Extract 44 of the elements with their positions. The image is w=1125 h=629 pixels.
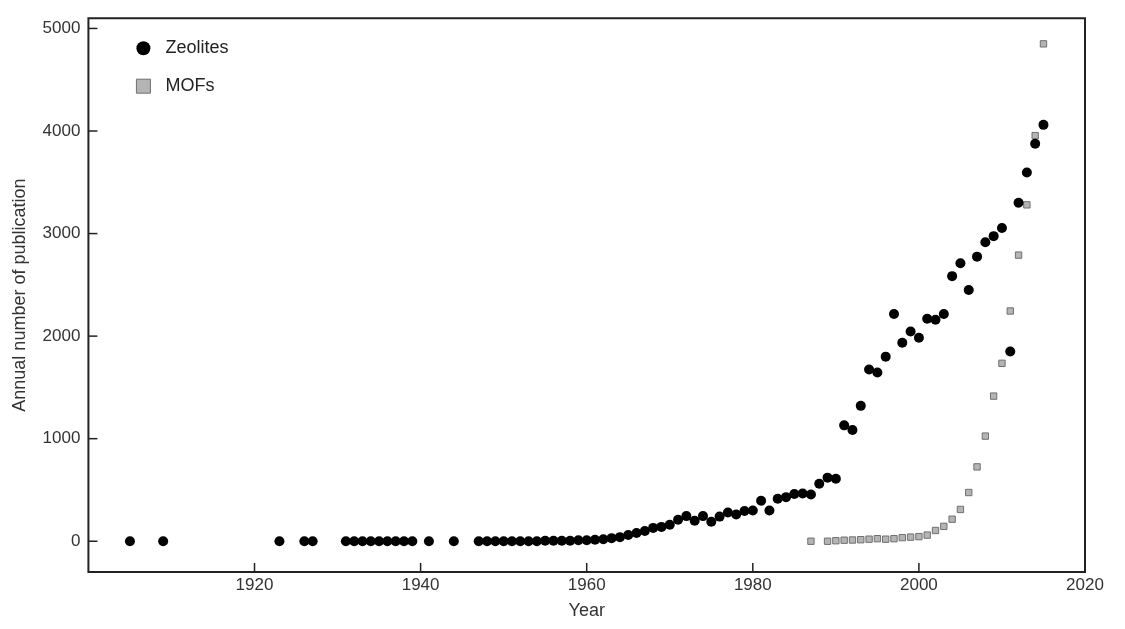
y-tick-label: 4000: [42, 120, 81, 140]
point: [956, 505, 965, 514]
point: [940, 522, 948, 531]
point: [948, 515, 956, 523]
point: [973, 463, 981, 471]
point: [807, 537, 815, 545]
point: [857, 536, 865, 544]
point: [981, 432, 990, 440]
point: [823, 537, 832, 545]
x-tick-label: 2020: [1066, 574, 1104, 594]
y-axis-title: Annual number of publication: [8, 178, 29, 412]
y-tick-label: 2000: [42, 325, 81, 345]
point: [998, 359, 1006, 367]
y-tick-label: 3000: [42, 223, 81, 243]
point: [931, 526, 940, 535]
point: [1031, 131, 1039, 140]
legend-label: Zeolites: [165, 37, 229, 58]
point: [989, 392, 998, 400]
point: [906, 533, 915, 541]
legend-label: MOFs: [165, 75, 215, 96]
x-axis-title: Year: [568, 600, 605, 621]
point: [848, 536, 857, 544]
point: [882, 535, 890, 543]
point: [1023, 201, 1031, 209]
x-tick-label: 1960: [567, 574, 606, 594]
point: [832, 537, 840, 545]
y-tick-label: 5000: [42, 18, 81, 38]
point: [840, 536, 848, 544]
x-tick-label: 1940: [401, 574, 440, 594]
point: [1039, 40, 1048, 48]
point: [898, 533, 906, 542]
point: [915, 532, 923, 541]
y-tick-label: 1000: [42, 428, 81, 448]
x-tick-label: 1920: [235, 574, 274, 594]
y-tick-label: 0: [70, 530, 81, 550]
point: [965, 488, 973, 497]
point: [873, 534, 882, 543]
point: [1014, 251, 1023, 259]
point: [1006, 307, 1014, 315]
point: [923, 531, 931, 539]
x-tick-label: 2000: [899, 574, 938, 594]
point: [865, 535, 873, 543]
point: [890, 534, 898, 543]
x-tick-label: 1980: [733, 574, 772, 594]
